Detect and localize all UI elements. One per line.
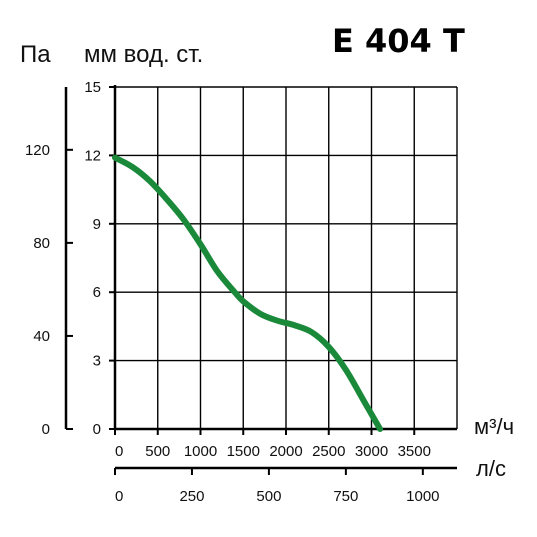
y2-tick-label: 120	[25, 142, 50, 159]
x2-tick-label: 1000	[406, 488, 439, 505]
x-tick-label: 1500	[227, 443, 260, 460]
axes	[64, 85, 457, 470]
x-unit-label: м³/ч	[474, 414, 514, 439]
y-tick-label: 15	[84, 79, 101, 96]
mm-unit-label: мм вод. ст.	[84, 41, 203, 68]
x-tick-label: 3000	[355, 443, 388, 460]
y2-tick-label: 80	[33, 235, 50, 252]
y-tick-label: 12	[84, 147, 101, 164]
x-tick-label: 1000	[184, 443, 217, 460]
x2-tick-label: 250	[179, 488, 204, 505]
x2-tick-label: 500	[256, 488, 281, 505]
y2-tick-label: 40	[33, 328, 50, 345]
x2-tick-label: 0	[115, 488, 123, 505]
x-tick-label: 0	[115, 443, 123, 460]
y2-tick-label: 0	[42, 421, 50, 438]
x-tick-label: 3500	[398, 443, 431, 460]
x-tick-label: 500	[145, 443, 170, 460]
y-tick-label: 6	[93, 284, 101, 301]
x-tick-label: 2500	[312, 443, 345, 460]
pressure-curve	[112, 154, 384, 432]
x2-unit-label: л/с	[476, 456, 506, 481]
pa-unit-label: Па	[20, 41, 51, 68]
y-tick-label: 0	[93, 421, 101, 438]
y-tick-label: 9	[93, 216, 101, 233]
x-tick-label: 2000	[269, 443, 302, 460]
grid	[114, 86, 458, 430]
x2-tick-label: 750	[333, 488, 358, 505]
chart-title: E 404 T	[332, 22, 465, 60]
y-tick-label: 3	[93, 353, 101, 370]
